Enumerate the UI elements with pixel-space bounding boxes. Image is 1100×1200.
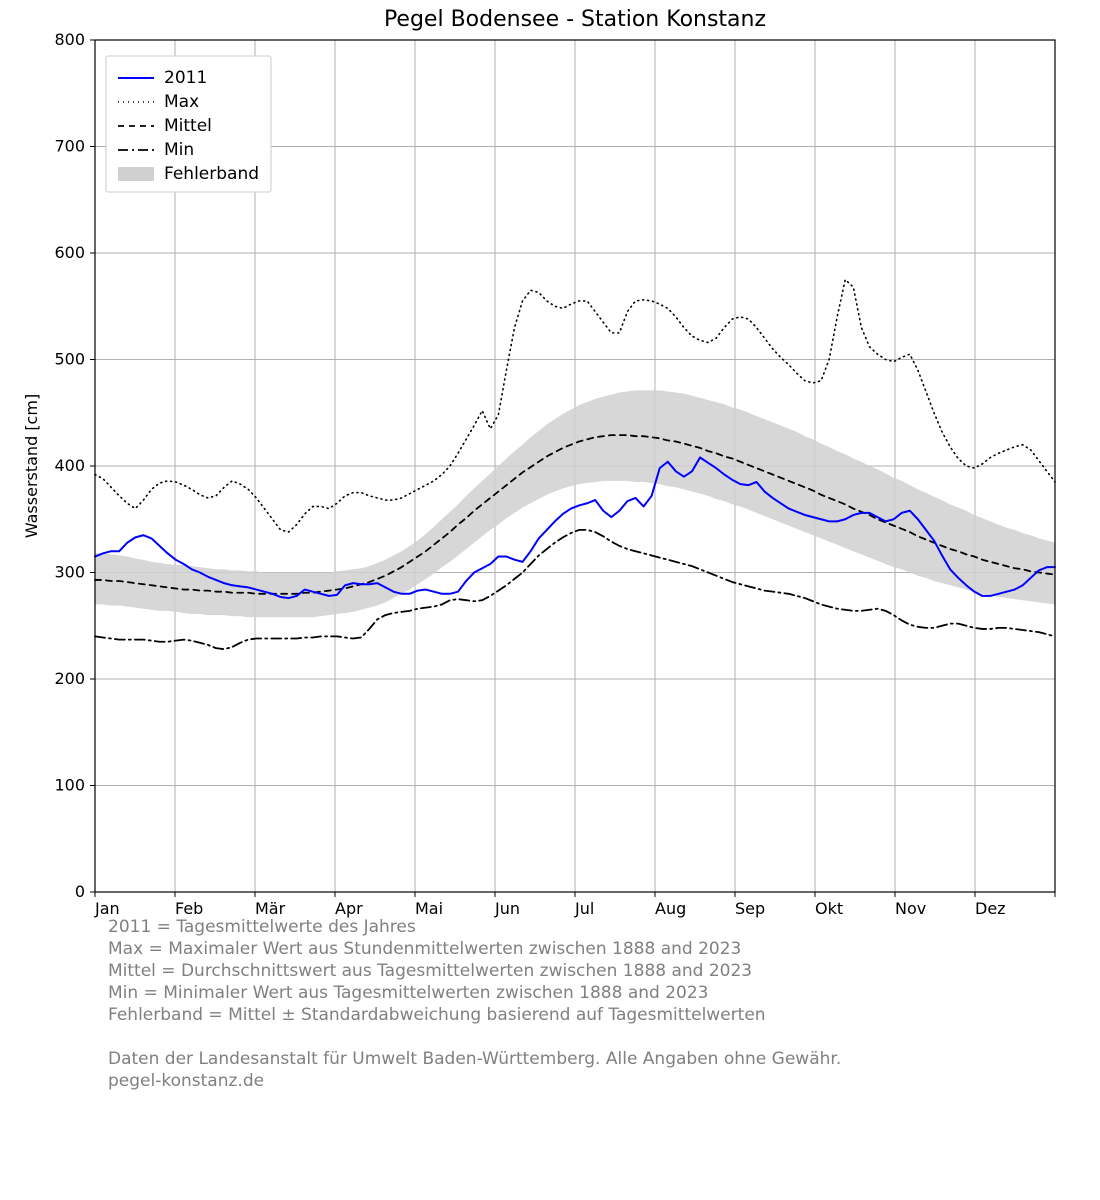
y-tick-label: 400 — [54, 456, 85, 475]
chart-title: Pegel Bodensee - Station Konstanz — [384, 7, 766, 32]
x-tick-label: Aug — [655, 899, 686, 918]
x-tick-label: Jul — [574, 899, 594, 918]
x-tick-label: Dez — [975, 899, 1006, 918]
y-tick-label: 300 — [54, 563, 85, 582]
x-tick-label: Feb — [175, 899, 203, 918]
x-tick-label: Mai — [415, 899, 443, 918]
x-tick-label: Mär — [255, 899, 286, 918]
x-tick-label: Jan — [94, 899, 120, 918]
legend-label: Fehlerband — [164, 164, 259, 184]
caption-line: pegel-konstanz.de — [108, 1071, 264, 1091]
x-tick-label: Nov — [895, 899, 926, 918]
y-axis-label: Wasserstand [cm] — [22, 394, 41, 538]
y-tick-label: 0 — [75, 882, 85, 901]
x-tick-label: Apr — [335, 899, 363, 918]
y-tick-label: 500 — [54, 350, 85, 369]
y-tick-label: 200 — [54, 669, 85, 688]
y-tick-label: 600 — [54, 243, 85, 262]
caption-line: Fehlerband = Mittel ± Standardabweichung… — [108, 1005, 766, 1025]
y-tick-label: 800 — [54, 30, 85, 49]
legend-label: Mittel — [164, 116, 212, 136]
caption-line: 2011 = Tagesmittelwerte des Jahres — [108, 917, 416, 937]
legend: 2011 Max Mittel Min Fehlerband — [106, 56, 271, 192]
x-tick-label: Jun — [494, 899, 520, 918]
legend-label: 2011 — [164, 68, 207, 88]
x-tick-label: Okt — [815, 899, 843, 918]
x-tick-label: Sep — [735, 899, 765, 918]
legend-label: Max — [164, 92, 199, 112]
water-level-chart: 0 100 200 300 400 500 600 700 800 Jan Feb Mär Apr Mai… — [0, 0, 1100, 1200]
y-tick-label: 100 — [54, 776, 85, 795]
caption-line: Min = Minimaler Wert aus Tagesmittelwert… — [108, 983, 708, 1003]
caption-line: Max = Maximaler Wert aus Stundenmittelwe… — [108, 939, 741, 959]
caption-line: Mittel = Durchschnittswert aus Tagesmitt… — [108, 961, 752, 981]
y-tick-label: 700 — [54, 137, 85, 156]
caption-line: Daten der Landesanstalt für Umwelt Baden… — [108, 1049, 841, 1069]
legend-label: Min — [164, 140, 194, 160]
